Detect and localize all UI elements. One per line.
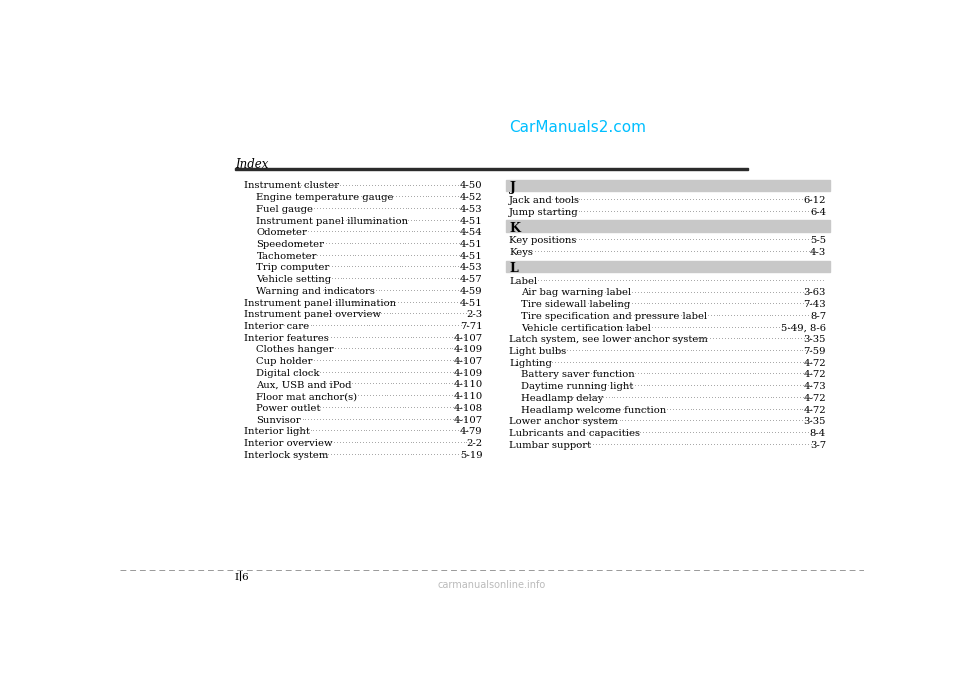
- Text: 4-52: 4-52: [460, 193, 483, 202]
- Text: J: J: [510, 182, 516, 195]
- Text: Instrument panel overview: Instrument panel overview: [244, 311, 381, 319]
- Text: Warning and indicators: Warning and indicators: [256, 287, 375, 296]
- Text: 3-63: 3-63: [804, 289, 826, 298]
- Text: 8-4: 8-4: [810, 429, 826, 438]
- Text: 2-3: 2-3: [467, 311, 483, 319]
- Text: 4-107: 4-107: [453, 416, 483, 424]
- Text: Interlock system: Interlock system: [244, 451, 328, 460]
- Text: Instrument cluster: Instrument cluster: [244, 182, 339, 191]
- Text: Lumbar support: Lumbar support: [509, 441, 591, 450]
- Text: 4-108: 4-108: [453, 404, 483, 413]
- Text: 4-51: 4-51: [460, 216, 483, 226]
- Text: Jump starting: Jump starting: [509, 207, 579, 217]
- Bar: [506, 260, 829, 272]
- Text: Engine temperature gauge: Engine temperature gauge: [256, 193, 394, 202]
- Text: 4-72: 4-72: [804, 394, 826, 403]
- Text: Battery saver function: Battery saver function: [521, 370, 636, 380]
- Text: Sunvisor: Sunvisor: [256, 416, 301, 424]
- Text: Key positions: Key positions: [509, 237, 576, 245]
- Text: Tire sidewall labeling: Tire sidewall labeling: [521, 300, 631, 309]
- Text: Keys: Keys: [509, 248, 533, 257]
- Text: 4-107: 4-107: [453, 357, 483, 366]
- Text: 7-71: 7-71: [460, 322, 483, 331]
- Text: 4-51: 4-51: [460, 252, 483, 260]
- Text: 4-72: 4-72: [804, 405, 826, 414]
- Text: Label: Label: [509, 277, 538, 286]
- Text: Digital clock: Digital clock: [256, 369, 320, 378]
- Text: 2-2: 2-2: [467, 439, 483, 448]
- Text: 8-7: 8-7: [810, 312, 826, 321]
- Bar: [234, 167, 748, 170]
- Text: Clothes hanger: Clothes hanger: [256, 345, 334, 355]
- Text: K: K: [510, 222, 520, 235]
- Text: Aux, USB and iPod: Aux, USB and iPod: [256, 380, 352, 389]
- Bar: [506, 180, 829, 191]
- Text: Air bag warning label: Air bag warning label: [521, 289, 632, 298]
- Text: 4-50: 4-50: [460, 182, 483, 191]
- Text: Trip computer: Trip computer: [256, 263, 329, 273]
- Text: 4-3: 4-3: [810, 248, 826, 257]
- Text: Headlamp welcome function: Headlamp welcome function: [521, 405, 666, 414]
- Text: Power outlet: Power outlet: [256, 404, 321, 413]
- Text: Lubricants and capacities: Lubricants and capacities: [509, 429, 640, 438]
- Text: Lower anchor system: Lower anchor system: [509, 417, 618, 426]
- Text: I: I: [234, 573, 239, 582]
- Text: Interior features: Interior features: [244, 334, 328, 342]
- Text: 7-59: 7-59: [804, 347, 826, 356]
- Text: Tire specification and pressure label: Tire specification and pressure label: [521, 312, 708, 321]
- Text: Daytime running light: Daytime running light: [521, 382, 634, 391]
- Text: CarManuals2.com: CarManuals2.com: [509, 120, 646, 135]
- Text: 5-19: 5-19: [460, 451, 483, 460]
- Text: 4-79: 4-79: [460, 427, 483, 436]
- Text: Interior care: Interior care: [244, 322, 309, 331]
- Text: Odometer: Odometer: [256, 228, 307, 237]
- Text: 4-51: 4-51: [460, 298, 483, 308]
- Text: 4-110: 4-110: [453, 380, 483, 389]
- Text: carmanualsonline.info: carmanualsonline.info: [438, 580, 546, 590]
- Text: 4-53: 4-53: [460, 205, 483, 214]
- Text: Instrument panel illumination: Instrument panel illumination: [256, 216, 409, 226]
- Text: Vehicle certification label: Vehicle certification label: [521, 323, 651, 333]
- Text: Jack and tools: Jack and tools: [509, 196, 580, 205]
- Text: L: L: [510, 262, 518, 275]
- Text: Tachometer: Tachometer: [256, 252, 317, 260]
- Text: 3-35: 3-35: [804, 417, 826, 426]
- Text: 4-57: 4-57: [460, 275, 483, 284]
- Text: Speedometer: Speedometer: [256, 240, 324, 249]
- Text: 4-72: 4-72: [804, 359, 826, 367]
- Text: Interior overview: Interior overview: [244, 439, 332, 448]
- Text: 3-7: 3-7: [810, 441, 826, 450]
- Text: 4-54: 4-54: [460, 228, 483, 237]
- Text: 4-72: 4-72: [804, 370, 826, 380]
- Text: 6: 6: [242, 573, 249, 582]
- Text: Lighting: Lighting: [509, 359, 552, 367]
- Text: 6-4: 6-4: [810, 207, 826, 217]
- Text: 4-59: 4-59: [460, 287, 483, 296]
- Text: 6-12: 6-12: [804, 196, 826, 205]
- Text: 4-109: 4-109: [453, 345, 483, 355]
- Text: 4-107: 4-107: [453, 334, 483, 342]
- Text: 5-49, 8-6: 5-49, 8-6: [781, 323, 826, 333]
- Text: 4-53: 4-53: [460, 263, 483, 273]
- Text: 7-43: 7-43: [804, 300, 826, 309]
- Text: 4-51: 4-51: [460, 240, 483, 249]
- Text: Instrument panel illumination: Instrument panel illumination: [244, 298, 396, 308]
- Text: 4-109: 4-109: [453, 369, 483, 378]
- Text: Headlamp delay: Headlamp delay: [521, 394, 604, 403]
- Text: Fuel gauge: Fuel gauge: [256, 205, 313, 214]
- Bar: [506, 220, 829, 232]
- Text: Latch system, see lower anchor system: Latch system, see lower anchor system: [509, 336, 708, 344]
- Text: Vehicle setting: Vehicle setting: [256, 275, 331, 284]
- Text: 4-73: 4-73: [804, 382, 826, 391]
- Text: 3-35: 3-35: [804, 336, 826, 344]
- Text: Floor mat anchor(s): Floor mat anchor(s): [256, 392, 357, 401]
- Text: 5-5: 5-5: [810, 237, 826, 245]
- Text: Interior light: Interior light: [244, 427, 310, 436]
- Text: Cup holder: Cup holder: [256, 357, 313, 366]
- Text: Index: Index: [234, 159, 268, 172]
- Text: 4-110: 4-110: [453, 392, 483, 401]
- Text: Light bulbs: Light bulbs: [509, 347, 566, 356]
